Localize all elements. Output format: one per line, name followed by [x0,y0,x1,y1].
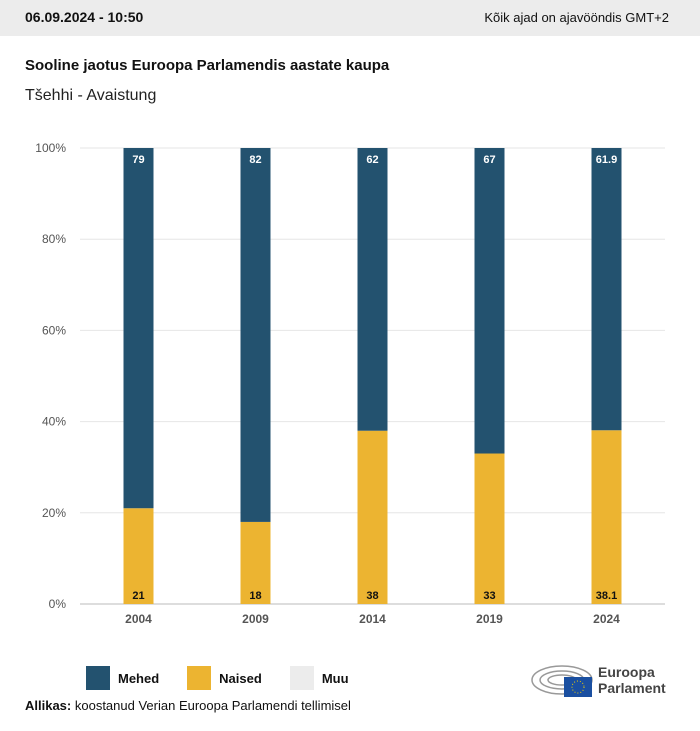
data-label: 79 [132,154,144,166]
bar-mehed [240,148,271,522]
x-tick-label: 2019 [476,612,503,626]
chart-subtitle: Tšehhi - Avaistung [25,87,157,104]
data-label: 61.9 [596,154,617,166]
chart: 0% 20% 40% 60% 80% 100% 21 79 2004 18 82 2009 38 62 20… [35,141,665,626]
legend-item-muu[interactable]: Muu [289,666,349,690]
timezone-note: Kõik ajad on ajavööndis GMT+2 [484,10,669,25]
x-tick-label: 2014 [359,612,386,626]
data-label: 18 [249,590,261,602]
source-text: koostanud Verian Euroopa Parlamendi tell… [71,698,351,713]
parliament-emblem-icon [531,665,593,697]
source-note: Allikas: koostanud Verian Euroopa Parlam… [25,698,351,713]
bar-naised [123,508,154,604]
y-tick-label: 0% [49,597,67,611]
logo-line1: Euroopa [598,664,655,680]
legend-item-naised[interactable]: Naised [187,666,262,690]
data-label: 82 [249,154,261,166]
bar-mehed [591,148,622,431]
bar-naised [591,430,622,604]
date: 06.09.2024 - 10:50 [25,9,144,25]
data-label: 62 [366,154,378,166]
header-bar: 06.09.2024 - 10:50 Kõik ajad on ajavöönd… [0,0,700,36]
data-label: 67 [483,154,495,166]
y-tick-label: 100% [35,141,66,155]
data-label: 33 [483,590,495,602]
y-tick-label: 80% [42,232,66,246]
source-label: Allikas: [25,698,72,713]
legend: Mehed Naised Muu [86,666,377,690]
bar-mehed [474,148,505,454]
x-tick-label: 2004 [125,612,152,626]
chart-title: Sooline jaotus Euroopa Parlamendis aasta… [25,57,390,74]
data-label: 38.1 [596,590,617,602]
data-label: 21 [132,590,144,602]
x-tick-label: 2024 [593,612,620,626]
legend-item-mehed[interactable]: Mehed [86,666,159,690]
bar-naised [474,453,505,604]
bar-mehed [357,148,388,431]
x-tick-label: 2009 [242,612,269,626]
data-label: 38 [366,590,378,602]
legend-label: Mehed [118,670,160,686]
bar-naised [240,521,271,604]
y-tick-label: 40% [42,415,66,429]
bar-naised [357,430,388,604]
logo-line2: Parlament [598,680,666,696]
y-tick-label: 60% [42,323,66,337]
bar-mehed [123,148,154,509]
legend-label: Muu [321,670,349,686]
y-tick-label: 20% [42,506,66,520]
ep-logo: Euroopa Parlament [530,660,666,700]
legend-label: Naised [219,670,262,686]
